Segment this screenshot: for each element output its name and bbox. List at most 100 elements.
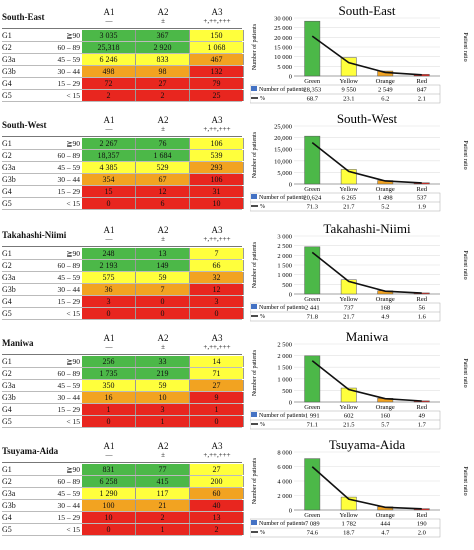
risk-cell: 256: [82, 356, 136, 367]
risk-cell: 32: [190, 272, 244, 283]
risk-cell: 13: [136, 248, 190, 259]
gfr-range: 60 – 89: [57, 43, 81, 52]
gfr-range: 45 – 59: [57, 163, 81, 172]
region-panel: Tsuyama-Aida A1— A2 ± A3 +,++,+++ G1 ≧90 831 77 27…: [0, 438, 474, 542]
table-rule: [2, 307, 242, 308]
bar-chart: Takahashi-Niimi Number of patients Patient…: [250, 222, 470, 326]
column-name: A3: [211, 441, 223, 451]
gfr-range: < 15: [66, 525, 80, 534]
chart-title: South-West: [337, 112, 398, 126]
column-name: A3: [211, 333, 223, 343]
gfr-range: 60 – 89: [57, 369, 81, 378]
gfr-category: G2: [2, 369, 12, 378]
x-tick-label: Yellow: [340, 296, 359, 303]
column-sub: ±: [161, 343, 165, 351]
data-table-count: 190: [417, 521, 427, 528]
column-sub: ±: [161, 17, 165, 25]
y-tick-label: 2 500: [277, 243, 292, 250]
risk-cell: 76: [136, 138, 190, 149]
table-row: G5 < 15 2 2 25: [2, 90, 244, 101]
column-header: A2 ±: [136, 442, 190, 460]
risk-cell: 9: [190, 392, 244, 403]
risk-cell: 219: [136, 368, 190, 379]
chart-svg: Takahashi-Niimi Number of patients Patient…: [250, 222, 468, 322]
table-rule: [2, 427, 242, 428]
y-tick-label: 4 000: [277, 479, 292, 486]
y-tick-label: 5 000: [277, 64, 292, 71]
gfr-range: 45 – 59: [57, 489, 81, 498]
data-table-pct: 21.7: [343, 314, 355, 321]
column-name: A3: [211, 7, 223, 17]
risk-cell: 36: [82, 284, 136, 295]
risk-cell: 498: [82, 66, 136, 77]
risk-cell: 2: [136, 512, 190, 523]
table-rule: [2, 89, 242, 90]
table-row: G1 ≧90 831 77 27: [2, 464, 244, 475]
region-panel: Takahashi-Niimi A1— A2 ± A3 +,++,+++ G1 ≧90 248 1…: [0, 222, 474, 326]
table-rule: [2, 28, 242, 29]
risk-cell: 350: [82, 380, 136, 391]
gfr-category: G3a: [2, 273, 16, 282]
gfr-range: ≧90: [66, 139, 80, 148]
gfr-category: G2: [2, 43, 12, 52]
y-tick-label: 2 500: [277, 342, 292, 349]
bar-chart: South-West Number of patients Patient rati…: [250, 112, 470, 216]
risk-cell: 0: [190, 308, 244, 319]
gfr-category: G4: [2, 79, 12, 88]
table-rule: [2, 367, 242, 368]
legend-line-label: %: [260, 204, 265, 210]
legend-swatch-bar: [251, 194, 257, 199]
bar-chart: Tsuyama-Aida Number of patients Patient ra…: [250, 438, 470, 542]
risk-cell: 132: [190, 66, 244, 77]
risk-cell: 10: [136, 392, 190, 403]
gfr-category: G3b: [2, 67, 16, 76]
table-rule: [2, 511, 242, 512]
legend-swatch-bar: [251, 520, 257, 525]
data-table-pct: 5.2: [381, 204, 389, 211]
column-header: A3 +,++,+++: [190, 116, 244, 134]
y-axis-label: Number of patients: [251, 241, 258, 288]
risk-cell: 0: [190, 416, 244, 427]
risk-cell: 248: [82, 248, 136, 259]
y-tick-label: 2 000: [277, 253, 292, 260]
gfr-category: G2: [2, 151, 12, 160]
table-row: G3b 30 – 44 354 67 106: [2, 174, 244, 185]
ratio-line: [311, 35, 422, 76]
column-sub: +,++,+++: [203, 17, 231, 25]
column-name: A1: [103, 225, 115, 235]
risk-cell: 60: [190, 488, 244, 499]
column-header: A2 ±: [136, 8, 190, 26]
y-tick-label: 25,000: [274, 124, 292, 131]
risk-cell: 77: [136, 464, 190, 475]
table-rule: [2, 403, 242, 404]
column-name: A3: [211, 225, 223, 235]
y-tick-label: 0: [289, 508, 292, 515]
y-tick-label: 500: [282, 388, 292, 395]
y-tick-label: 0: [289, 292, 292, 299]
data-table-count: 602: [344, 413, 354, 420]
table-rule: [2, 197, 242, 198]
table-row: G3b 30 – 44 16 10 9: [2, 392, 244, 403]
risk-cell: 7: [190, 248, 244, 259]
legend-bar-label: Number of patients: [259, 304, 306, 311]
gfr-category: G3b: [2, 393, 16, 402]
data-table-pct: 71.3: [307, 204, 318, 211]
y-tick-label: 3 000: [277, 234, 292, 241]
table-header: Takahashi-Niimi A1— A2 ± A3 +,++,+++: [2, 226, 242, 246]
column-name: A2: [157, 115, 169, 125]
risk-cell: 40: [190, 500, 244, 511]
risk-cell: 200: [190, 476, 244, 487]
risk-cell: 293: [190, 162, 244, 173]
bar: [340, 387, 357, 403]
table-row: G5 < 15 0 1 0: [2, 416, 244, 427]
gfr-range: 30 – 44: [57, 393, 81, 402]
y-tick-label: 5,000: [277, 170, 292, 177]
column-header: A1—: [82, 116, 136, 134]
risk-cell: 149: [136, 260, 190, 271]
y2-axis-label: Patient ratio: [462, 32, 468, 61]
gfr-category: G5: [2, 525, 12, 534]
bar: [304, 458, 321, 511]
risk-cell: 98: [136, 66, 190, 77]
bar: [304, 20, 321, 77]
y-tick-label: 2 000: [277, 353, 292, 360]
